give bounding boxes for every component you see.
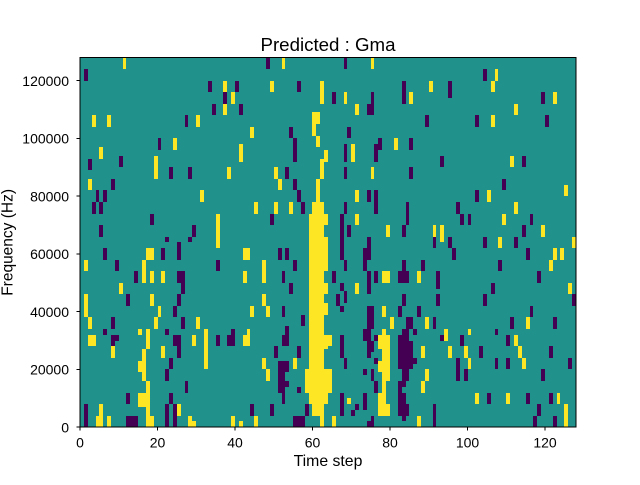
svg-text:Frequency (Hz): Frequency (Hz) (0, 189, 17, 296)
svg-text:80000: 80000 (30, 188, 69, 204)
svg-text:Predicted : Gma: Predicted : Gma (260, 34, 396, 55)
svg-text:60: 60 (305, 434, 321, 450)
svg-text:Time step: Time step (294, 453, 363, 470)
svg-text:120000: 120000 (22, 73, 69, 89)
svg-text:0: 0 (61, 419, 69, 435)
svg-text:60000: 60000 (30, 246, 69, 262)
svg-text:40000: 40000 (30, 304, 69, 320)
svg-text:20000: 20000 (30, 362, 69, 378)
svg-text:20: 20 (150, 434, 166, 450)
svg-text:40: 40 (227, 434, 243, 450)
svg-text:100000: 100000 (22, 131, 69, 147)
svg-text:0: 0 (76, 434, 84, 450)
svg-text:100: 100 (456, 434, 480, 450)
svg-text:120: 120 (533, 434, 557, 450)
svg-text:80: 80 (382, 434, 398, 450)
